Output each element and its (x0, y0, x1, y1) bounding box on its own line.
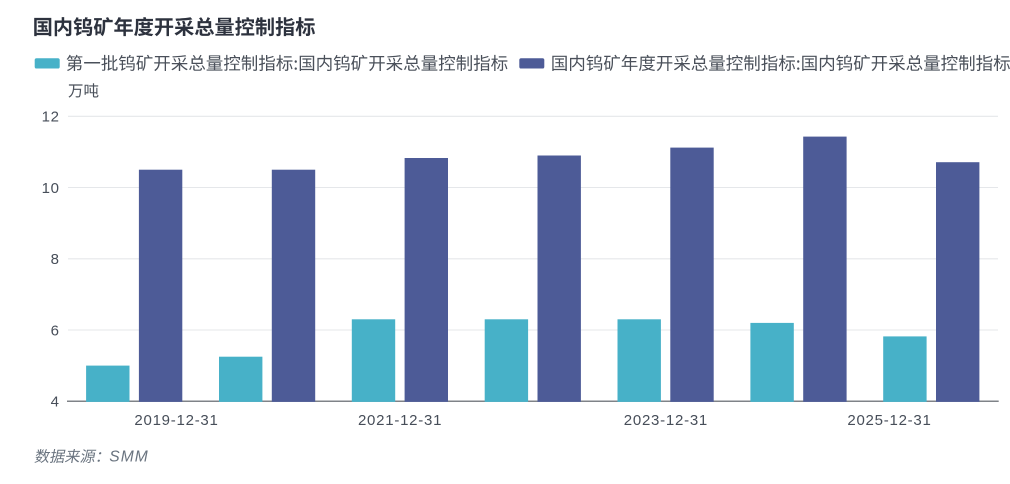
svg-text:4: 4 (51, 394, 60, 411)
svg-text:2025-12-31: 2025-12-31 (847, 412, 931, 429)
svg-text:6: 6 (51, 322, 60, 339)
svg-text:2021-12-31: 2021-12-31 (358, 412, 442, 429)
svg-text:8: 8 (51, 251, 60, 268)
svg-text:SMM: SMM (109, 448, 148, 465)
svg-text:12: 12 (42, 109, 60, 126)
svg-text:2019-12-31: 2019-12-31 (134, 412, 218, 429)
svg-text:10: 10 (42, 180, 60, 197)
svg-text:2023-12-31: 2023-12-31 (624, 412, 708, 429)
